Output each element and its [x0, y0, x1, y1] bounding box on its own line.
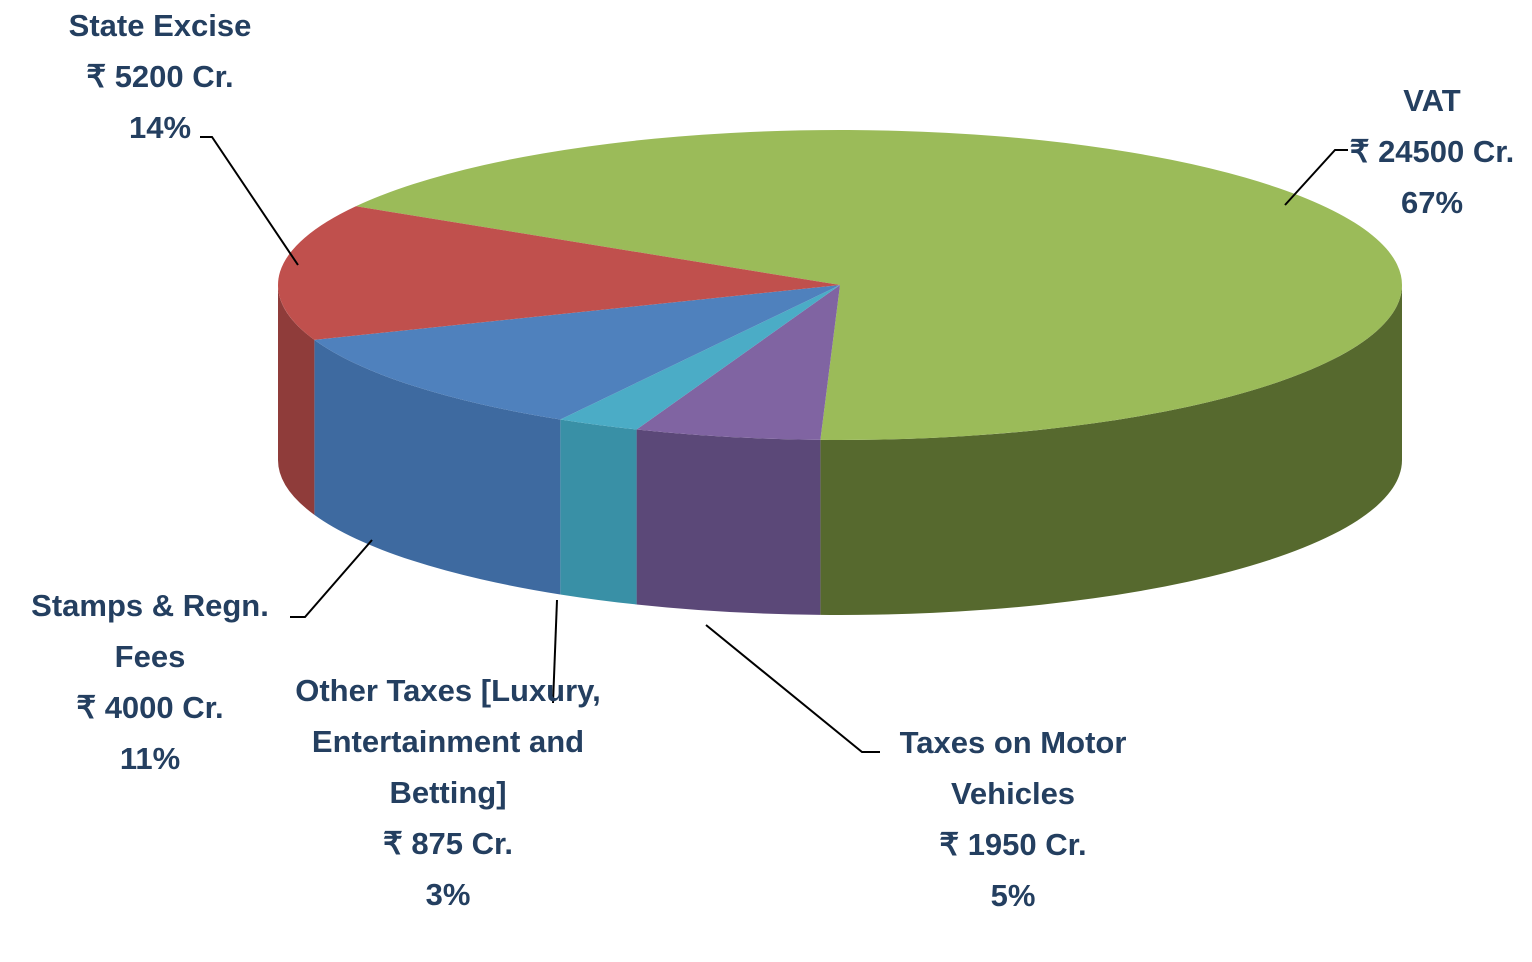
percent-label: 67%: [1400, 185, 1464, 220]
pie: [278, 130, 1402, 615]
label-excise: State Excise ₹ 5200 Cr. 14%: [0, 0, 320, 153]
value-label: ₹ 875 Cr.: [382, 826, 514, 861]
category-label: State Excise: [68, 8, 252, 43]
sides: [278, 285, 1402, 615]
category-label: Taxes on Motor Vehicles: [899, 725, 1127, 811]
slice: [560, 285, 840, 430]
slice-side: [820, 285, 1402, 615]
slice-side: [314, 339, 561, 595]
percent-label: 11%: [119, 741, 181, 776]
label-other: Other Taxes [Luxury, Entertainment and B…: [278, 665, 618, 920]
tops: [278, 130, 1402, 440]
slice: [314, 285, 840, 420]
label-stamps: Stamps & Regn. Fees ₹ 4000 Cr. 11%: [5, 580, 295, 784]
slice: [636, 285, 840, 440]
slice-side: [278, 285, 315, 515]
leader-line: [200, 136, 299, 266]
percent-label: 14%: [128, 110, 192, 145]
value-label: ₹ 1950 Cr.: [939, 827, 1087, 862]
value-label: ₹ 4000 Cr.: [76, 690, 224, 725]
leader-line: [705, 624, 880, 753]
leader-line: [1284, 149, 1348, 206]
percent-label: 3%: [425, 877, 471, 912]
slice: [355, 130, 1402, 440]
label-vat: VAT ₹ 24500 Cr. 67%: [1337, 75, 1527, 228]
percent-label: 5%: [990, 878, 1036, 913]
leader-line: [552, 599, 558, 704]
slice-side: [636, 429, 821, 615]
category-label: VAT: [1403, 83, 1461, 118]
category-label: Other Taxes [Luxury, Entertainment and B…: [295, 673, 601, 810]
leader-line: [290, 539, 373, 618]
value-label: ₹ 5200 Cr.: [86, 59, 234, 94]
slice-side: [560, 419, 637, 605]
label-motor: Taxes on Motor Vehicles ₹ 1950 Cr. 5%: [873, 717, 1153, 921]
slice: [278, 206, 840, 340]
category-label: Stamps & Regn. Fees: [31, 588, 269, 674]
value-label: ₹ 24500 Cr.: [1349, 134, 1515, 169]
